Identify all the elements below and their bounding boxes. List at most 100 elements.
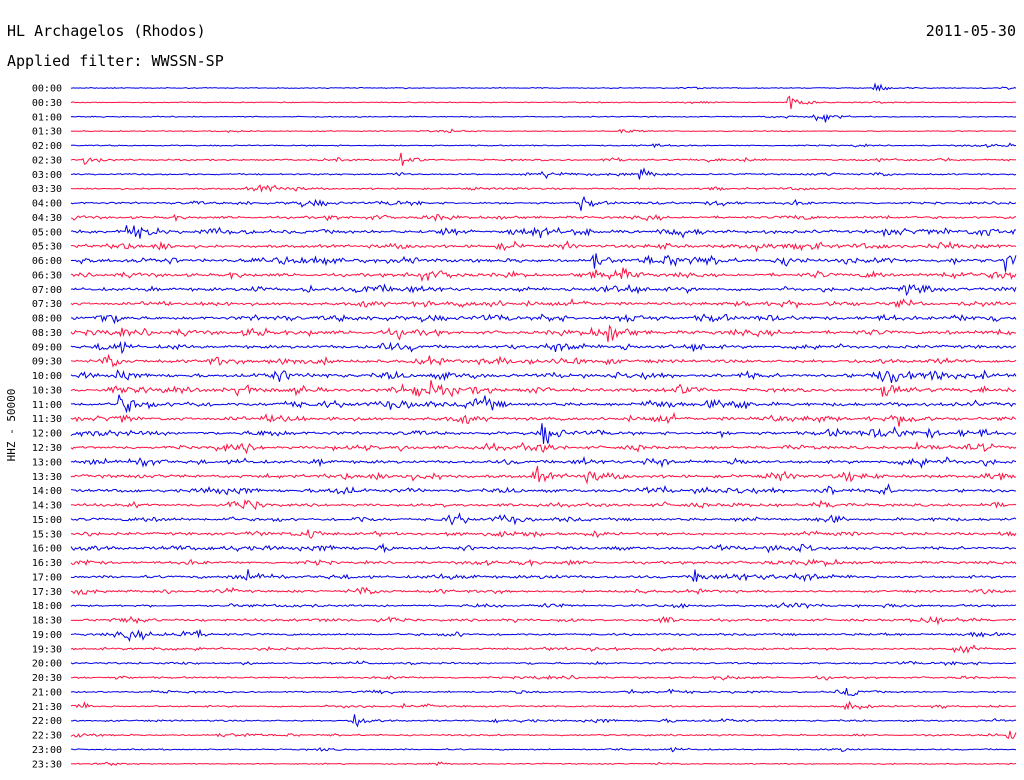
row-time-label: 10:00 <box>32 371 62 382</box>
seismic-trace <box>70 615 1017 626</box>
row-time-label: 08:30 <box>32 328 62 339</box>
seismic-trace <box>70 184 1017 193</box>
row-time-label: 19:30 <box>32 644 62 655</box>
seismic-trace <box>70 644 1017 654</box>
row-time-label: 07:00 <box>32 285 62 296</box>
seismic-trace <box>70 660 1017 666</box>
filter-label: Applied filter: WWSSN-SP <box>7 52 224 70</box>
row-time-label: 08:00 <box>32 314 62 325</box>
seismic-trace <box>70 542 1017 554</box>
row-time-label: 12:30 <box>32 443 62 454</box>
seismic-trace <box>70 730 1017 740</box>
seismic-trace <box>70 423 1017 444</box>
seismic-trace <box>70 465 1017 485</box>
seismic-trace <box>70 411 1017 427</box>
row-time-label: 15:00 <box>32 515 62 526</box>
row-time-label: 01:00 <box>32 112 62 123</box>
row-time-label: 12:00 <box>32 429 62 440</box>
row-time-label: 01:30 <box>32 127 62 138</box>
row-time-label: 11:30 <box>32 414 62 425</box>
seismic-trace <box>70 324 1017 343</box>
seismic-trace <box>70 152 1017 166</box>
seismic-trace <box>70 113 1017 123</box>
row-time-label: 18:30 <box>32 616 62 627</box>
seismic-trace <box>70 225 1017 239</box>
seismic-trace <box>70 142 1017 149</box>
row-time-label: 04:30 <box>32 213 62 224</box>
row-time-label: 00:30 <box>32 98 62 109</box>
row-time-label: 06:30 <box>32 270 62 281</box>
seismic-trace <box>70 340 1016 355</box>
seismic-trace <box>70 353 1017 368</box>
row-time-label: 19:00 <box>32 630 62 641</box>
row-time-label: 23:00 <box>32 745 62 756</box>
seismic-trace <box>70 394 1017 414</box>
row-time-label: 05:00 <box>32 227 62 238</box>
seismic-trace <box>70 95 1017 110</box>
row-time-label: 17:00 <box>32 572 62 583</box>
seismic-trace <box>70 602 1017 609</box>
row-time-label: 21:30 <box>32 702 62 713</box>
row-time-label: 02:30 <box>32 155 62 166</box>
row-time-label: 11:00 <box>32 400 62 411</box>
seismic-trace <box>70 440 1017 455</box>
seismic-trace <box>70 253 1017 272</box>
seismic-trace <box>70 369 1017 384</box>
station-title: HL Archagelos (Rhodos) <box>7 22 206 40</box>
row-time-label: 03:30 <box>32 184 62 195</box>
seismic-trace <box>70 529 1017 540</box>
seismic-trace <box>70 283 1017 297</box>
seismic-trace <box>70 558 1017 568</box>
seismic-trace <box>70 483 1017 496</box>
seismic-trace <box>70 267 1017 283</box>
seismic-trace <box>70 195 1017 211</box>
row-time-label: 16:00 <box>32 544 62 555</box>
row-time-label: 15:30 <box>32 529 62 540</box>
row-time-label: 04:00 <box>32 199 62 210</box>
seismic-trace <box>70 628 1017 643</box>
row-time-label: 06:00 <box>32 256 62 267</box>
row-time-label: 09:00 <box>32 342 62 353</box>
row-time-label: 16:30 <box>32 558 62 569</box>
row-time-label: 00:00 <box>32 84 62 95</box>
row-time-label: 22:00 <box>32 716 62 727</box>
seismic-trace <box>70 213 1017 223</box>
seismic-trace <box>70 714 1017 728</box>
row-time-label: 21:00 <box>32 687 62 698</box>
row-time-label: 02:00 <box>32 141 62 152</box>
row-time-label: 17:30 <box>32 587 62 598</box>
row-time-label: 14:00 <box>32 486 62 497</box>
row-time-label: 22:30 <box>32 731 62 742</box>
row-time-label: 07:30 <box>32 299 62 310</box>
row-time-label: 20:00 <box>32 659 62 670</box>
seismic-trace <box>70 674 1016 681</box>
seismic-trace <box>70 380 1017 398</box>
channel-axis-label: HHZ - 50000 <box>5 389 18 462</box>
row-time-label: 13:00 <box>32 457 62 468</box>
row-time-label: 03:00 <box>32 170 62 181</box>
seismic-trace <box>71 313 1017 325</box>
seismic-trace <box>71 499 1017 511</box>
seismic-trace <box>70 687 1017 696</box>
row-time-label: 14:30 <box>32 501 62 512</box>
date-label: 2011-05-30 <box>926 22 1016 40</box>
seismic-trace <box>71 746 1017 753</box>
seismic-trace <box>70 586 1017 596</box>
row-time-label: 10:30 <box>32 385 62 396</box>
seismic-trace <box>70 569 1017 583</box>
row-time-label: 09:30 <box>32 357 62 368</box>
row-time-label: 05:30 <box>32 242 62 253</box>
seismic-trace <box>70 128 1017 134</box>
trace-rows: 00:00 00:30 01:00 01:30 02:00 02:30 03:00 03:30… <box>32 82 1017 770</box>
row-time-label: 20:30 <box>32 673 62 684</box>
seismic-trace <box>70 512 1017 526</box>
seismic-trace <box>71 167 1017 180</box>
seismic-trace <box>70 298 1017 310</box>
row-time-label: 18:00 <box>32 601 62 612</box>
seismic-trace <box>70 761 1017 767</box>
seismic-trace <box>70 700 1017 711</box>
row-time-label: 23:30 <box>32 759 62 770</box>
row-time-label: 13:30 <box>32 472 62 483</box>
seismic-trace <box>70 240 1017 253</box>
